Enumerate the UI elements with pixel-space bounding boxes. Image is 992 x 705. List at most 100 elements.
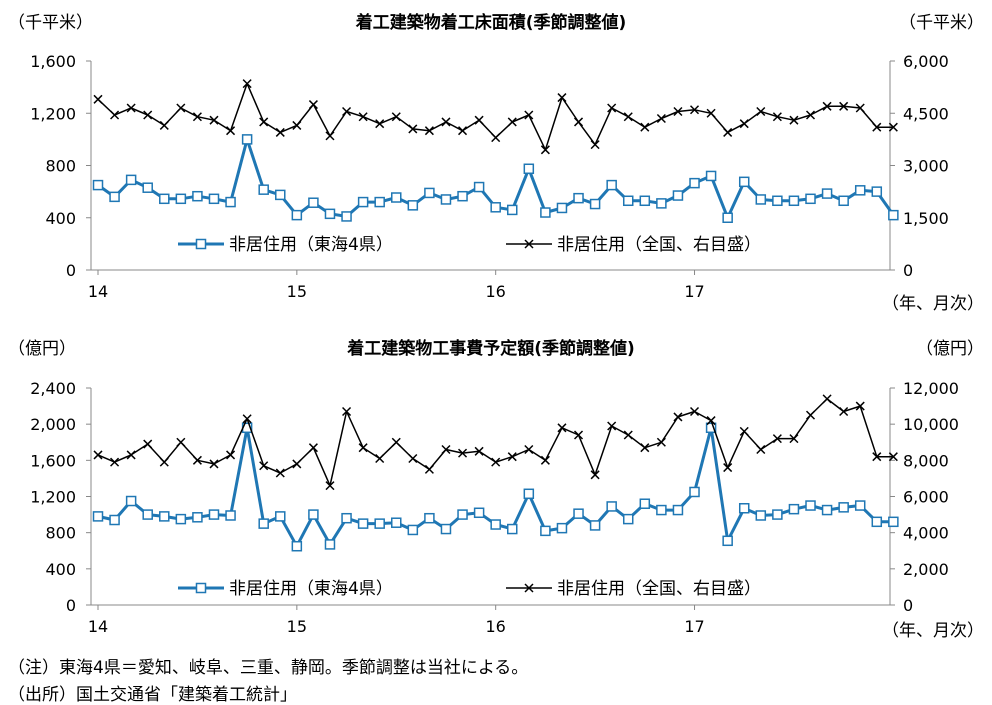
data-point-national (93, 94, 103, 104)
data-point-tokai (656, 198, 667, 209)
chart-title: 着工建築物着工床面積(季節調整値) (355, 12, 627, 33)
chart-2: 着工建築物工事費予定額(季節調整値) （億円） （億円） 0 400 800 1,200 1,… (8, 338, 984, 641)
data-point-tokai (391, 192, 402, 203)
data-point-tokai (192, 190, 203, 202)
data-point-national (308, 443, 318, 453)
footnote-note: （注）東海4県＝愛知、岐阜、三重、静岡。季節調整は当社による。 (8, 658, 529, 678)
data-point-national (689, 406, 700, 417)
data-point-national (159, 457, 169, 467)
data-point-national (789, 115, 799, 125)
data-point-tokai (275, 511, 286, 522)
data-point-tokai (142, 182, 153, 193)
right-tick-label: 8,000 (903, 451, 949, 470)
data-point-national (772, 112, 782, 122)
data-point-national (358, 443, 368, 453)
data-point-tokai (407, 200, 419, 211)
data-point-national (706, 416, 716, 426)
data-point-tokai (573, 192, 584, 204)
data-point-tokai (540, 207, 551, 218)
data-point-national (607, 103, 617, 113)
left-tick-label: 800 (45, 524, 76, 543)
data-point-national (739, 119, 749, 129)
data-point-national (474, 446, 484, 456)
left-tick-label: 1,200 (30, 104, 76, 123)
data-point-national (342, 406, 352, 417)
data-point-national (192, 112, 202, 122)
unit-right: （億円） (916, 339, 984, 359)
data-point-national (573, 117, 584, 127)
left-tick-label: 0 (66, 261, 76, 280)
data-point-tokai (805, 193, 816, 205)
data-point-tokai (888, 209, 899, 221)
data-point-national (756, 106, 766, 117)
data-point-national (226, 126, 236, 136)
data-point-national (673, 106, 683, 117)
right-tick-label: 6,000 (903, 52, 949, 71)
data-point-tokai (772, 509, 783, 520)
data-point-tokai (159, 193, 170, 205)
right-tick-label: 0 (903, 261, 913, 280)
x-tick-label: 17 (684, 282, 704, 301)
data-point-tokai (324, 539, 336, 550)
left-tick-label: 400 (45, 209, 76, 228)
data-point-tokai (407, 524, 419, 536)
data-point-national (176, 437, 186, 447)
data-point-tokai (159, 511, 170, 522)
data-point-national (640, 443, 650, 453)
legend-label-national: 非居住用（全国、右目盛） (557, 235, 761, 255)
data-point-national (159, 120, 169, 130)
x-tick-label: 14 (88, 282, 108, 301)
legend-marker-tokai (195, 582, 207, 594)
chart-title: 着工建築物工事費予定額(季節調整値) (346, 338, 635, 359)
data-point-national (358, 112, 368, 122)
unit-left: （千平米） (8, 13, 93, 33)
data-point-tokai (556, 202, 568, 214)
x-axis-unit: （年、月次） (882, 294, 984, 314)
chart-1: 着工建築物着工床面積(季節調整値) （千平米） （千平米） 0 400 800 1,200 1… (8, 12, 984, 314)
data-point-tokai (473, 507, 485, 519)
data-point-tokai (357, 196, 369, 208)
data-point-national (607, 421, 617, 431)
data-point-national (507, 117, 517, 127)
data-point-national (739, 426, 749, 436)
right-tick-label: 0 (903, 596, 913, 615)
data-point-national (656, 437, 666, 447)
data-point-national (706, 108, 716, 118)
data-point-national (656, 113, 666, 124)
data-point-national (822, 101, 832, 111)
data-point-tokai (457, 509, 468, 520)
data-point-national (192, 455, 202, 465)
data-point-national (176, 103, 186, 113)
data-point-tokai (341, 211, 352, 222)
data-point-national (242, 79, 252, 89)
data-point-tokai (109, 514, 120, 526)
data-point-national (375, 453, 385, 464)
data-point-tokai (705, 170, 717, 182)
data-point-tokai (888, 516, 899, 528)
data-point-tokai (854, 185, 866, 196)
x-tick-label: 15 (287, 282, 307, 301)
data-point-tokai (241, 134, 253, 145)
right-tick-label: 3,000 (903, 157, 949, 176)
data-point-national (872, 452, 882, 462)
data-point-national (855, 401, 865, 411)
data-point-tokai (854, 500, 866, 511)
data-point-national (805, 110, 816, 120)
data-point-national (408, 124, 418, 134)
data-point-tokai (672, 190, 684, 201)
data-point-tokai (440, 194, 452, 205)
data-point-national (839, 101, 849, 111)
data-point-tokai (689, 177, 700, 189)
data-point-national (259, 117, 269, 127)
data-point-tokai (374, 196, 385, 208)
data-point-tokai (374, 518, 385, 529)
data-point-national (209, 115, 219, 125)
x-tick-label: 16 (486, 282, 506, 301)
left-tick-label: 2,000 (30, 415, 76, 434)
data-point-tokai (507, 523, 518, 535)
data-point-national (93, 450, 103, 460)
data-point-tokai (357, 518, 369, 529)
data-point-national (441, 444, 451, 455)
data-point-tokai (871, 186, 883, 197)
data-point-national (458, 448, 468, 458)
